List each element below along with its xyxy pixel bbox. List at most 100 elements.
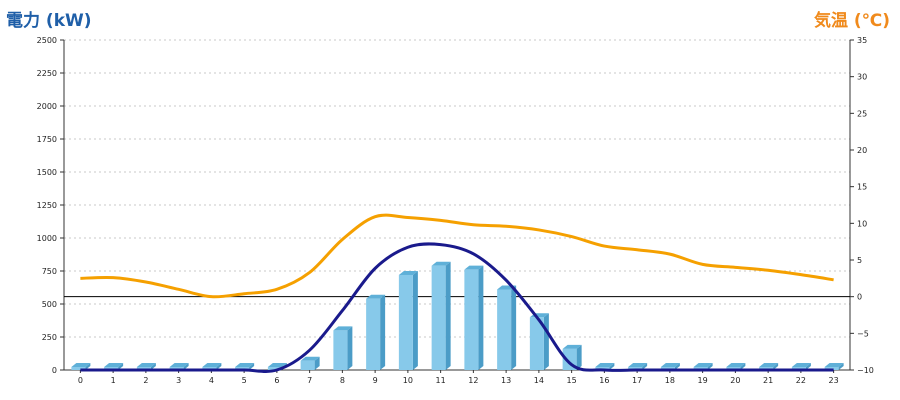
x-tick-label: 14: [534, 376, 544, 385]
bar: [398, 274, 413, 370]
x-tick-label: 23: [829, 376, 839, 385]
bar: [628, 367, 643, 370]
x-tick-label: 15: [567, 376, 577, 385]
left-tick-label: 0: [52, 366, 57, 375]
bar-side: [118, 363, 124, 370]
x-tick-label: 4: [209, 376, 214, 385]
power-line: [80, 242, 834, 373]
bar-side: [314, 356, 320, 370]
left-tick-label: 2250: [37, 69, 57, 78]
bar-top: [759, 363, 779, 367]
bar-top: [693, 363, 713, 367]
right-tick-label: 5: [857, 256, 862, 265]
bar-side: [674, 363, 680, 370]
bar-side: [445, 261, 451, 370]
bar-top: [235, 363, 255, 367]
x-tick-label: 7: [307, 376, 312, 385]
x-tick-label: 11: [436, 376, 446, 385]
bar: [267, 367, 282, 370]
bar-top: [366, 294, 386, 299]
bar: [71, 367, 86, 370]
left-axis-title: 電力 (kW): [6, 11, 92, 31]
left-tick-label: 2500: [37, 36, 57, 45]
bar-top: [398, 270, 418, 275]
bar-side: [478, 265, 484, 370]
bar-top: [595, 363, 615, 367]
left-tick-label: 1000: [37, 234, 57, 243]
bar-side: [216, 363, 222, 370]
x-tick-label: 2: [143, 376, 148, 385]
bar-side: [805, 363, 811, 370]
x-tick-label: 0: [78, 376, 83, 385]
bar-side: [609, 363, 615, 370]
x-tick-label: 9: [373, 376, 378, 385]
bar-side: [838, 363, 844, 370]
x-tick-label: 22: [796, 376, 806, 385]
right-tick-label: 0: [857, 293, 862, 302]
x-tick-label: 20: [730, 376, 740, 385]
bar-side: [740, 363, 746, 370]
bar-top: [660, 363, 680, 367]
right-tick-label: 35: [857, 36, 867, 45]
bar-side: [150, 363, 156, 370]
bar-top: [562, 344, 582, 349]
bar-top: [202, 363, 222, 367]
left-tick-label: 2000: [37, 102, 57, 111]
bar-top: [300, 356, 320, 361]
bar-top: [824, 363, 844, 367]
bar-top: [791, 363, 811, 367]
bar: [464, 269, 479, 370]
x-tick-label: 16: [599, 376, 609, 385]
right-tick-label: −10: [857, 366, 874, 375]
left-tick-label: 500: [42, 300, 57, 309]
left-tick-label: 750: [42, 267, 57, 276]
bar-side: [85, 363, 91, 370]
bar-side: [576, 344, 582, 370]
x-tick-label: 17: [632, 376, 642, 385]
x-tick-label: 10: [403, 376, 413, 385]
bar-side: [642, 363, 648, 370]
right-tick-label: 10: [857, 219, 867, 228]
bar-top: [71, 363, 91, 367]
bar-top: [136, 363, 156, 367]
bar: [366, 298, 381, 370]
bar: [529, 317, 544, 370]
bar-side: [773, 363, 779, 370]
bar-top: [464, 265, 484, 270]
x-tick-label: 12: [468, 376, 478, 385]
bar-top: [628, 363, 648, 367]
bar-top: [104, 363, 124, 367]
bar-side: [511, 285, 517, 370]
bar-top: [169, 363, 189, 367]
right-axis-title: 気温 (℃): [813, 11, 890, 31]
x-tick-label: 6: [274, 376, 279, 385]
x-tick-label: 19: [698, 376, 708, 385]
left-tick-label: 1250: [37, 201, 57, 210]
x-tick-label: 8: [340, 376, 345, 385]
bar-side: [543, 313, 549, 370]
x-tick-label: 13: [501, 376, 511, 385]
bar: [431, 265, 446, 370]
x-tick-label: 3: [176, 376, 181, 385]
right-tick-label: 25: [857, 109, 867, 118]
bar-side: [249, 363, 255, 370]
bar-side: [183, 363, 189, 370]
x-tick-label: 18: [665, 376, 675, 385]
bar-side: [707, 363, 713, 370]
left-tick-label: 1750: [37, 135, 57, 144]
right-tick-label: 30: [857, 73, 867, 82]
bar-top: [726, 363, 746, 367]
bar: [497, 289, 512, 370]
x-tick-label: 1: [111, 376, 116, 385]
bar-side: [380, 294, 386, 370]
bar-side: [412, 270, 418, 370]
right-tick-label: −5: [857, 329, 869, 338]
bar-top: [267, 363, 287, 367]
left-tick-label: 250: [42, 333, 57, 342]
bar-top: [333, 326, 353, 331]
left-tick-label: 1500: [37, 168, 57, 177]
x-tick-label: 21: [763, 376, 773, 385]
temperature-line: [80, 213, 834, 299]
x-tick-label: 5: [242, 376, 247, 385]
